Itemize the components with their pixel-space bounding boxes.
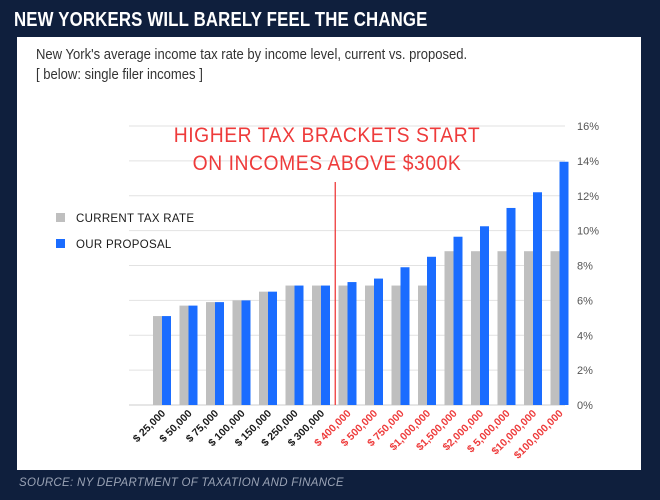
bar-proposal — [559, 161, 569, 405]
y-tick-label: 2% — [577, 365, 593, 377]
bar-proposal — [453, 236, 463, 405]
bar-proposal — [321, 285, 330, 405]
chart-panel: New York's average income tax rate by in… — [17, 37, 641, 470]
bar-current — [179, 305, 189, 405]
y-tick-label: 8% — [577, 261, 593, 273]
bar-current — [232, 300, 242, 405]
bar-proposal — [533, 192, 542, 405]
bar-current — [312, 285, 321, 405]
subtitle-line-1: New York's average income tax rate by in… — [36, 47, 468, 63]
y-tick-label: 10% — [577, 226, 599, 238]
y-tick-label: 12% — [577, 191, 599, 203]
page-title: NEW YORKERS WILL BARELY FEEL THE CHANGE — [14, 9, 428, 31]
bar-proposal — [294, 285, 304, 405]
chart-subtitle: New York's average income tax rate by in… — [36, 45, 467, 85]
source-note: SOURCE: NY DEPARTMENT OF TAXATION AND FI… — [19, 477, 344, 489]
bar-current — [285, 285, 295, 405]
bar-proposal — [347, 282, 357, 405]
y-tick-label: 16% — [577, 121, 599, 133]
bar-current — [497, 251, 507, 405]
annotation-line-1: HIGHER TAX BRACKETS START — [173, 124, 481, 147]
bracket-annotation: HIGHER TAX BRACKETS START ON INCOMES ABO… — [143, 122, 511, 178]
bar-current — [206, 302, 215, 405]
bar-current — [471, 251, 480, 405]
y-tick-label: 4% — [577, 330, 593, 342]
bar-proposal — [400, 267, 410, 405]
bar-current — [259, 291, 268, 405]
bar-current — [524, 251, 533, 405]
legend-label-current: CURRENT TAX RATE — [76, 213, 194, 225]
y-tick-label: 0% — [577, 400, 593, 412]
legend-label-proposal: OUR PROPOSAL — [76, 239, 172, 251]
bar-current — [365, 285, 374, 405]
bar-chart: 0%2%4%6%8%10%12%14%16%$ 25,000$ 50,000$ … — [56, 121, 599, 462]
bar-current — [418, 285, 427, 405]
bar-proposal — [427, 256, 436, 405]
bar-proposal — [162, 316, 171, 405]
bar-proposal — [188, 305, 198, 405]
subtitle-line-2: [ below: single filer incomes ] — [36, 67, 203, 83]
y-tick-label: 6% — [577, 295, 593, 307]
bar-proposal — [241, 300, 251, 405]
legend-swatch-proposal — [56, 239, 65, 248]
bar-proposal — [215, 302, 224, 405]
bar-proposal — [374, 278, 383, 405]
bar-current — [391, 285, 401, 405]
bar-current — [338, 285, 348, 405]
bar-proposal — [480, 226, 489, 405]
bar-current — [550, 251, 560, 405]
bar-current — [153, 316, 162, 405]
bar-current — [444, 251, 454, 405]
bar-proposal — [506, 207, 516, 405]
y-tick-label: 14% — [577, 156, 599, 168]
annotation-line-2: ON INCOMES ABOVE $300K — [192, 152, 462, 175]
bar-proposal — [268, 291, 277, 405]
legend-swatch-current — [56, 213, 65, 222]
